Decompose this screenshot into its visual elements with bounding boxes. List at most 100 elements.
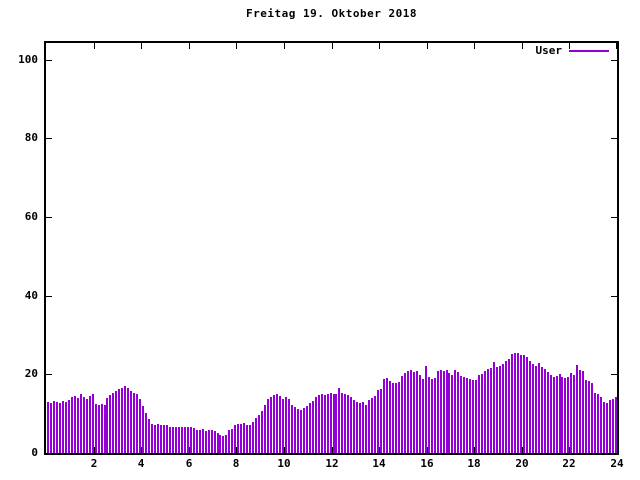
user-bar <box>469 379 471 453</box>
user-bar <box>166 425 168 453</box>
user-bar <box>347 395 349 453</box>
user-bar <box>294 407 296 453</box>
legend-label-user: User <box>535 44 563 57</box>
user-bar <box>431 379 433 453</box>
y-tick-left <box>46 138 52 139</box>
user-bar <box>139 399 141 453</box>
x-tick-top <box>284 43 285 49</box>
user-bar <box>148 419 150 453</box>
x-tick-label: 20 <box>515 457 529 470</box>
user-bar <box>490 368 492 453</box>
user-bar <box>392 383 394 453</box>
user-bar <box>267 399 269 453</box>
user-bar <box>570 373 572 453</box>
user-bar <box>282 399 284 453</box>
user-bar <box>77 398 79 453</box>
user-bar <box>124 386 126 453</box>
user-bar <box>136 394 138 453</box>
x-tick-label: 18 <box>467 457 481 470</box>
user-bar <box>80 394 82 453</box>
x-tick-bottom <box>332 447 333 453</box>
user-bar <box>561 377 563 453</box>
x-tick-top <box>141 43 142 49</box>
y-tick-label: 40 <box>24 288 38 302</box>
user-bar <box>89 396 91 453</box>
user-bar <box>240 424 242 453</box>
user-bar <box>341 393 343 453</box>
user-bar <box>225 435 227 453</box>
x-tick-top <box>379 43 380 49</box>
user-bar <box>327 394 329 453</box>
user-bar <box>389 381 391 453</box>
user-bar <box>151 424 153 453</box>
user-bar <box>56 402 58 453</box>
user-bar <box>288 399 290 453</box>
user-bar <box>222 436 224 453</box>
user-bar <box>472 380 474 453</box>
user-bar <box>86 399 88 453</box>
user-bar <box>582 371 584 453</box>
x-tick-top <box>236 43 237 49</box>
user-bar <box>315 397 317 453</box>
user-bar <box>496 367 498 453</box>
user-bar <box>338 388 340 453</box>
x-tick-bottom <box>379 447 380 453</box>
user-bar <box>172 427 174 453</box>
y-tick-left <box>46 374 52 375</box>
user-bar <box>246 425 248 453</box>
user-bar <box>187 427 189 453</box>
x-tick-label: 10 <box>277 457 291 470</box>
user-bar <box>59 403 61 453</box>
user-bar <box>312 401 314 453</box>
user-bar <box>466 378 468 453</box>
y-tick-label: 20 <box>24 367 38 381</box>
user-bar <box>98 405 100 453</box>
user-bar <box>157 424 159 453</box>
x-tick-label: 6 <box>185 457 193 470</box>
x-tick-top <box>427 43 428 49</box>
user-bar <box>65 402 67 453</box>
user-bar <box>520 355 522 453</box>
y-tick-left <box>46 217 52 218</box>
user-bar <box>386 378 388 453</box>
user-bar <box>440 370 442 453</box>
x-tick-label: 2 <box>90 457 98 470</box>
user-bar <box>74 396 76 453</box>
user-bar <box>487 369 489 453</box>
user-bar <box>109 395 111 453</box>
user-bar <box>291 405 293 453</box>
y-tick-right <box>611 217 617 218</box>
user-bar <box>553 377 555 453</box>
user-bar <box>217 433 219 453</box>
user-bar <box>401 376 403 453</box>
user-bar <box>377 390 379 453</box>
user-bar <box>559 374 561 453</box>
user-bar <box>234 425 236 453</box>
x-tick-label: 22 <box>562 457 576 470</box>
user-bar <box>484 371 486 453</box>
user-bar <box>92 394 94 453</box>
user-bar <box>567 377 569 453</box>
y-tick-right <box>611 296 617 297</box>
user-bar <box>451 375 453 453</box>
user-bar <box>202 429 204 453</box>
user-bar <box>324 395 326 453</box>
user-bar <box>374 396 376 453</box>
user-bar <box>258 415 260 453</box>
user-bar <box>404 373 406 453</box>
user-bar <box>181 427 183 453</box>
legend: User <box>535 44 609 58</box>
x-tick-bottom <box>569 447 570 453</box>
user-bar <box>511 354 513 453</box>
user-bar <box>547 372 549 453</box>
plot-area: User <box>44 41 619 455</box>
user-bar <box>499 366 501 453</box>
user-bar <box>457 372 459 453</box>
user-bar <box>344 394 346 453</box>
user-bar <box>130 391 132 453</box>
user-bar <box>502 364 504 453</box>
y-tick-label: 80 <box>24 131 38 145</box>
x-tick-bottom <box>94 447 95 453</box>
user-bar <box>514 353 516 453</box>
user-bar <box>115 391 117 453</box>
